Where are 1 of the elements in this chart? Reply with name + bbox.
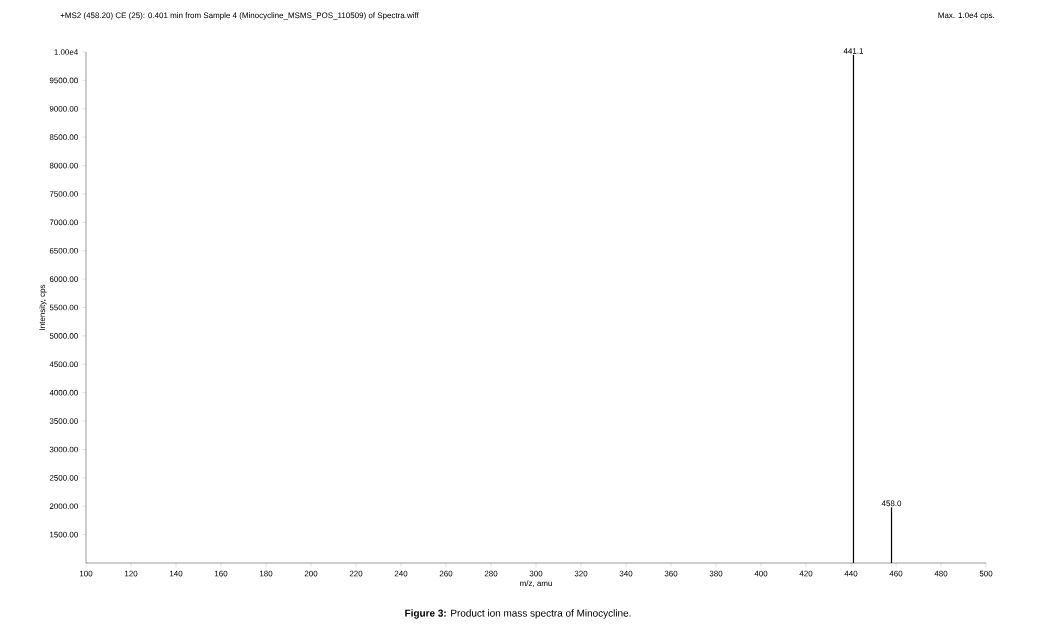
text: Figure 3: Product ion mass spectra of Minocycline. (405, 609, 631, 619)
